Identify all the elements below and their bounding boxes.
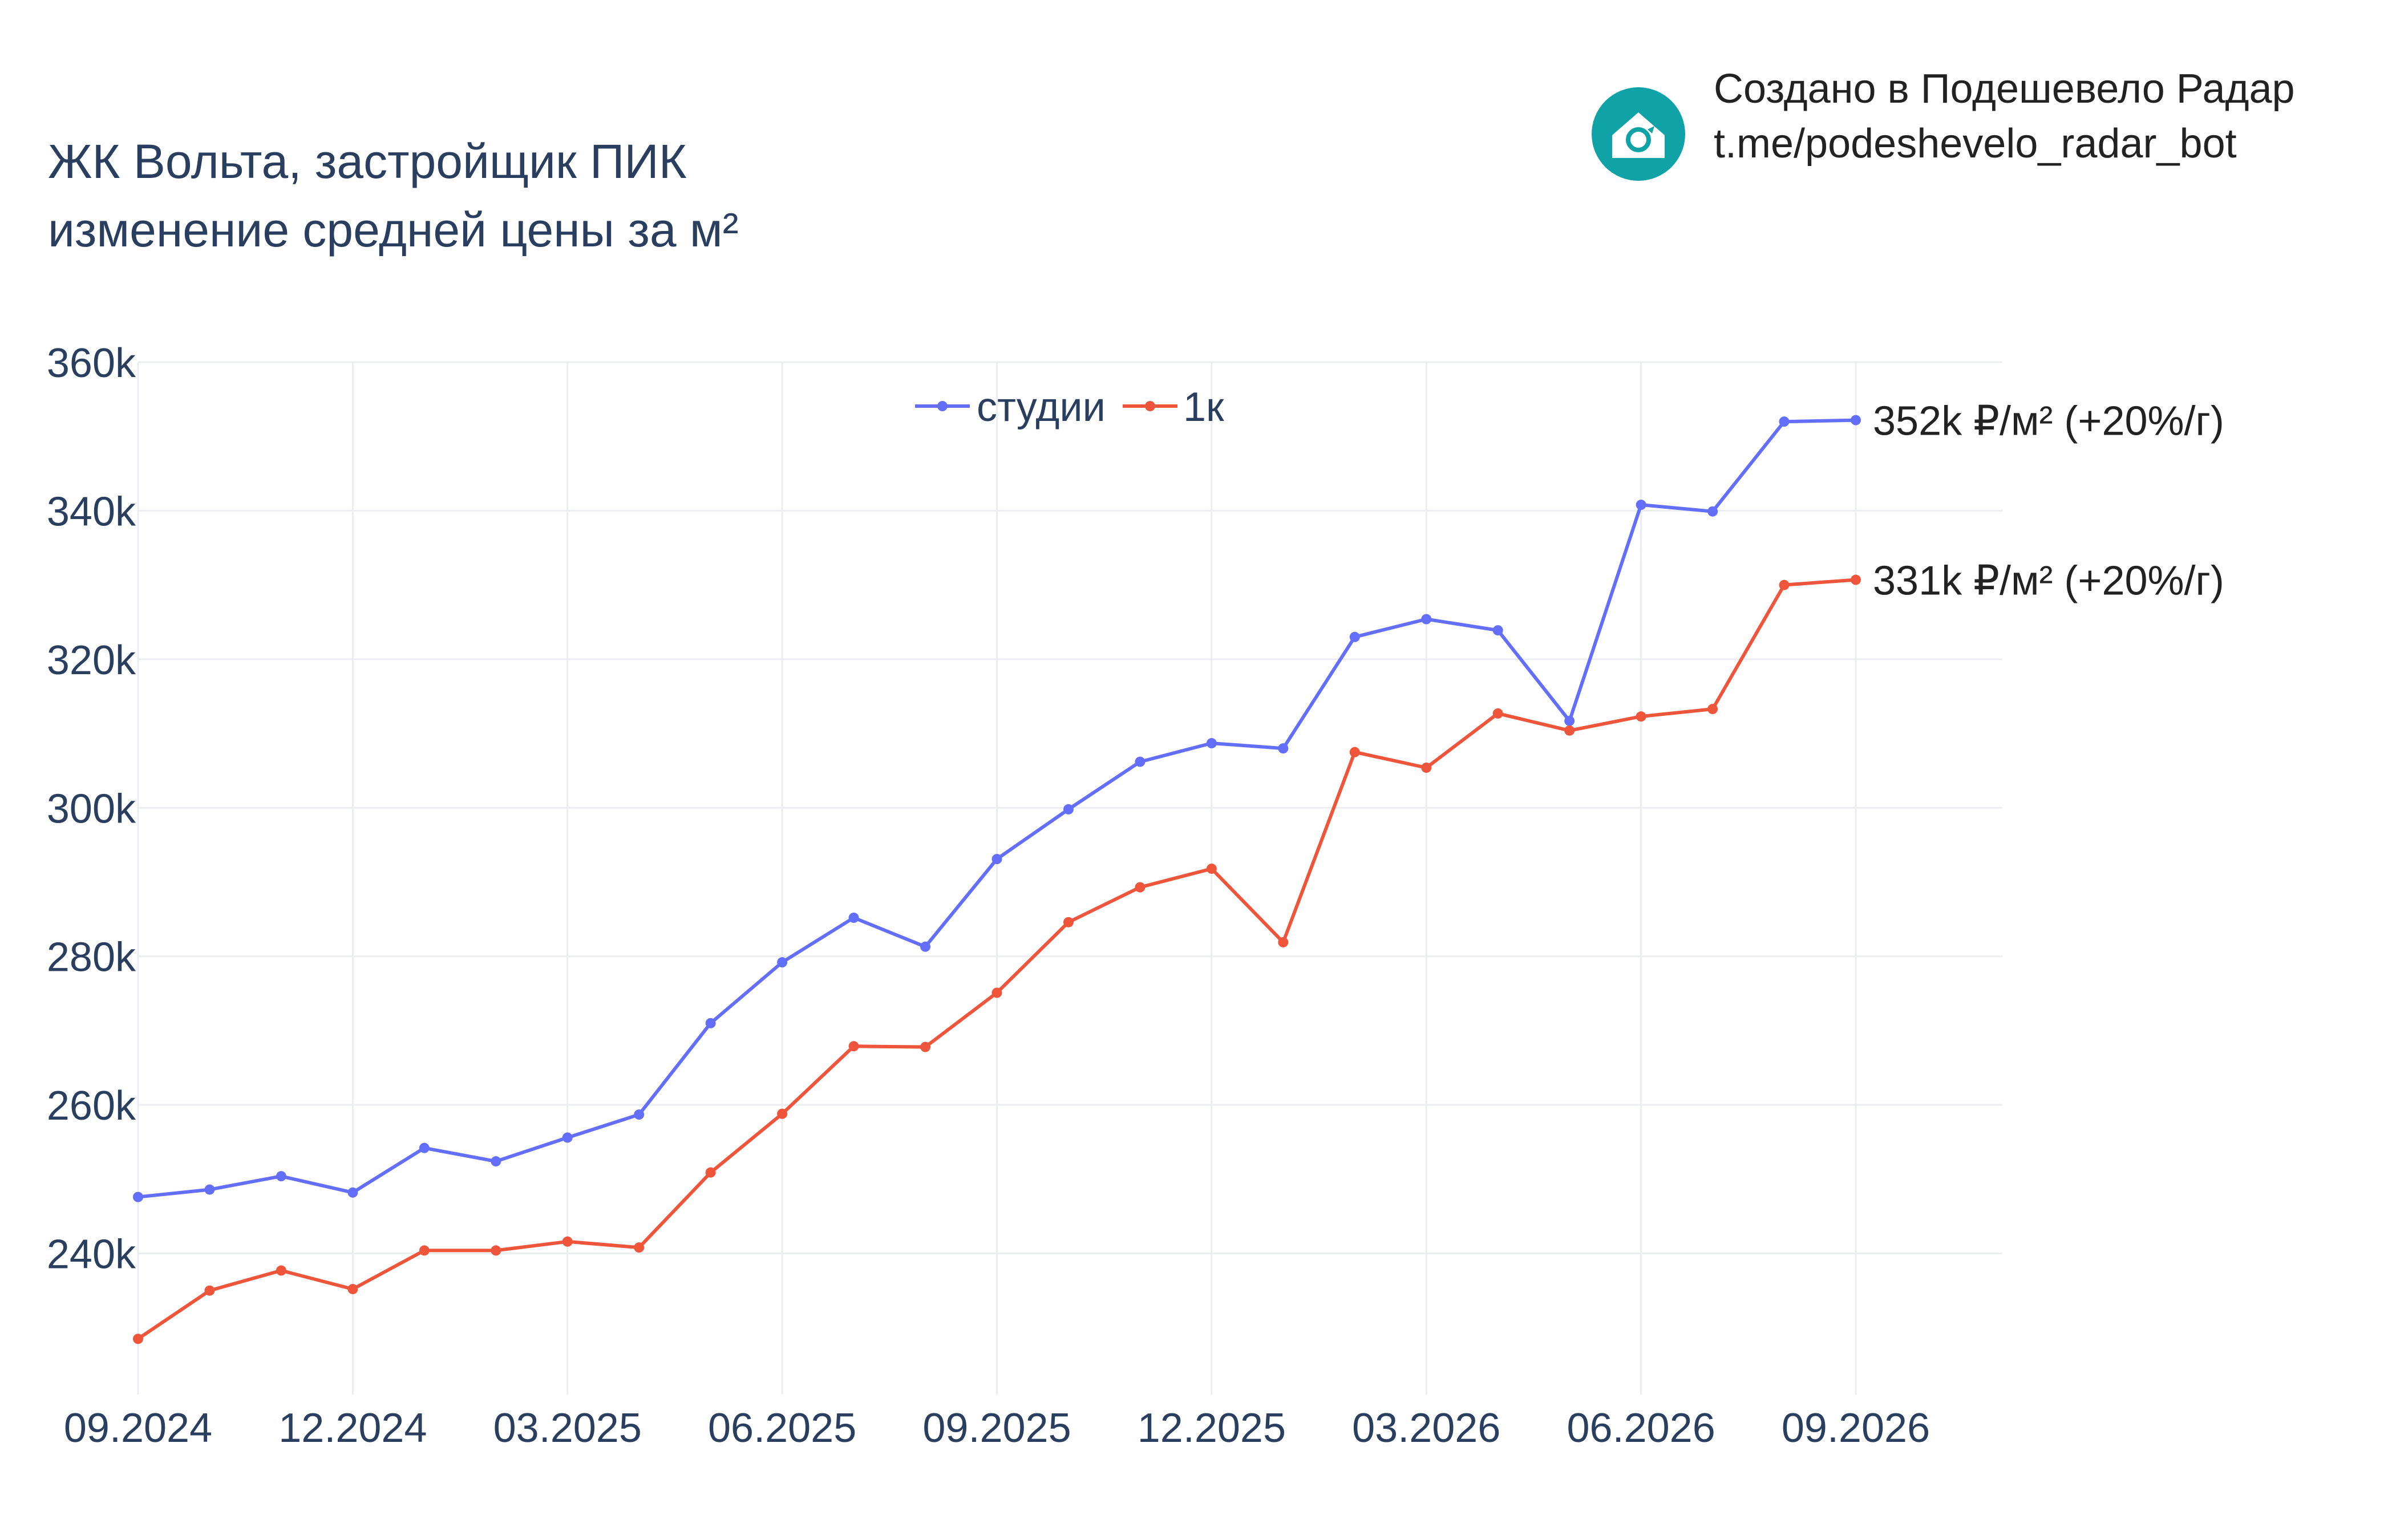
data-point — [562, 1132, 573, 1143]
data-point — [1421, 762, 1432, 773]
y-tick-label: 300k — [47, 786, 136, 832]
x-tick-label: 12.2024 — [278, 1405, 427, 1451]
x-axis-ticks: 09.2024 12.2024 03.2025 06.2025 09.2025 12.20… — [64, 1405, 1930, 1451]
data-point — [705, 1018, 716, 1028]
series-points — [133, 415, 1861, 1344]
house-refresh-icon — [1592, 87, 1685, 181]
data-point — [133, 1192, 143, 1202]
data-point — [204, 1184, 215, 1195]
data-point — [705, 1167, 716, 1178]
data-point — [204, 1285, 215, 1296]
data-point — [1135, 756, 1146, 767]
y-tick-label: 240k — [47, 1232, 136, 1278]
data-point — [920, 941, 931, 952]
x-tick-label: 03.2026 — [1352, 1405, 1500, 1451]
data-point — [848, 913, 859, 923]
x-tick-label: 09.2024 — [64, 1405, 212, 1451]
data-point — [1349, 747, 1360, 757]
y-axis-ticks: 240k 260k 280k 300k 320k 340k 360k — [47, 341, 136, 1278]
data-point — [1492, 625, 1503, 636]
data-point — [634, 1109, 645, 1120]
data-point — [1564, 725, 1575, 736]
data-point — [1636, 500, 1646, 510]
data-point — [1779, 416, 1790, 427]
x-tick-label: 09.2025 — [922, 1405, 1071, 1451]
data-point — [1564, 715, 1575, 726]
data-point — [1063, 804, 1074, 814]
end-labels: 352k ₽/м² (+20%/г) 331k ₽/м² (+20%/г) — [1873, 399, 2224, 604]
branding-line2: t.me/podeshevelo_radar_bot — [1714, 121, 2237, 167]
data-point — [1421, 614, 1432, 625]
chart-title-line2: изменение средней цены за м² — [48, 203, 739, 257]
data-point — [1851, 574, 1861, 585]
legend: студии 1к — [915, 384, 1224, 430]
x-tick-label: 06.2025 — [708, 1405, 856, 1451]
data-point — [347, 1284, 358, 1295]
data-point — [1349, 631, 1360, 642]
data-point — [562, 1236, 573, 1247]
y-tick-label: 320k — [47, 638, 136, 683]
branding-line1: Создано в Подешевело Радар — [1714, 66, 2295, 112]
y-tick-label: 280k — [47, 935, 136, 980]
svg-text:1к: 1к — [1183, 384, 1224, 430]
branding: Создано в Подешевело Радар t.me/podeshev… — [1592, 66, 2295, 181]
end-label-0: 352k ₽/м² (+20%/г) — [1873, 399, 2224, 444]
svg-text:студии: студии — [977, 384, 1106, 430]
data-point — [419, 1142, 430, 1153]
data-point — [1206, 738, 1217, 749]
x-tick-label: 09.2026 — [1782, 1405, 1930, 1451]
x-tick-label: 12.2025 — [1138, 1405, 1286, 1451]
y-tick-label: 260k — [47, 1083, 136, 1129]
gridlines — [137, 361, 2002, 1395]
data-point — [634, 1242, 645, 1253]
data-point — [1492, 708, 1503, 719]
y-tick-label: 360k — [47, 341, 136, 386]
data-point — [1278, 937, 1289, 947]
data-point — [1206, 864, 1217, 874]
data-point — [1707, 704, 1718, 715]
end-label-1: 331k ₽/м² (+20%/г) — [1873, 558, 2224, 604]
data-point — [276, 1171, 286, 1182]
data-point — [848, 1041, 859, 1052]
x-tick-label: 03.2025 — [493, 1405, 642, 1451]
data-point — [491, 1245, 501, 1256]
data-point — [991, 987, 1002, 998]
data-point — [777, 957, 788, 968]
data-point — [133, 1334, 143, 1344]
data-point — [1063, 917, 1074, 927]
y-tick-label: 340k — [47, 489, 136, 534]
data-point — [991, 854, 1002, 865]
data-point — [491, 1156, 501, 1167]
data-point — [777, 1108, 788, 1119]
data-point — [1636, 711, 1646, 722]
data-point — [1278, 743, 1289, 754]
data-point — [1707, 506, 1718, 517]
chart-title-line1: ЖК Вольта, застройщик ПИК — [48, 135, 687, 188]
data-point — [347, 1187, 358, 1198]
legend-item-1k: 1к — [1123, 384, 1224, 430]
legend-item-studio: студии — [915, 384, 1106, 430]
data-point — [1135, 882, 1146, 893]
data-point — [1851, 415, 1861, 425]
data-point — [419, 1245, 430, 1256]
data-point — [276, 1265, 286, 1276]
data-point — [1779, 579, 1790, 590]
data-point — [920, 1041, 931, 1052]
x-tick-label: 06.2026 — [1567, 1405, 1715, 1451]
